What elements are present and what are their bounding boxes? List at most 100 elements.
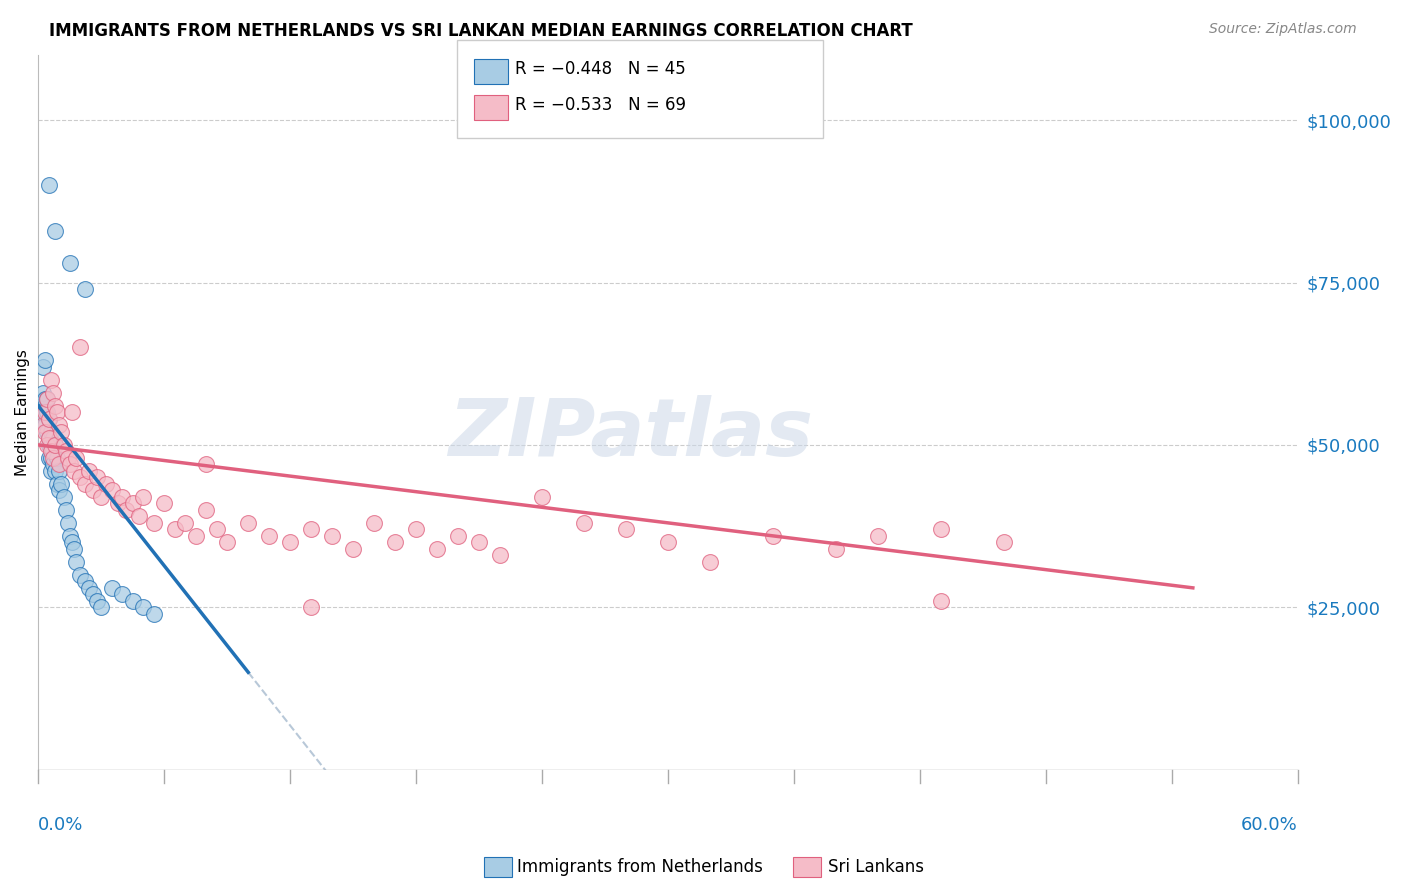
Point [31,359,53,374]
Text: 60.0%: 60.0% [1241,816,1298,834]
Point [657,535,679,549]
Point [39,464,62,478]
Text: R = −0.533   N = 69: R = −0.533 N = 69 [515,96,686,114]
Point [44,438,66,452]
Point [31,418,53,433]
Point [69,567,91,582]
Point [205,522,228,536]
Point [38,450,60,465]
Point [65,450,87,465]
Point [115,503,138,517]
Point [77,581,100,595]
Point [468,535,491,549]
Point [42,458,65,472]
Point [77,464,100,478]
Point [929,522,952,536]
Point [257,529,280,543]
Point [34,353,56,368]
Point [55,444,77,458]
Point [101,483,124,498]
Point [65,555,87,569]
Point [35,438,58,452]
Point [46,405,69,419]
Point [51,476,73,491]
Point [30,405,52,419]
Point [46,450,69,465]
Point [55,503,77,517]
Point [39,438,62,452]
Point [42,444,65,458]
Point [184,529,207,543]
Point [38,432,60,446]
Point [699,555,721,569]
Point [342,541,364,556]
Point [489,549,512,563]
Point [38,432,60,446]
Text: Source: ZipAtlas.com: Source: ZipAtlas.com [1209,22,1357,37]
Point [56,516,79,530]
Point [34,392,56,407]
Point [128,509,150,524]
Point [44,399,66,413]
Point [405,522,427,536]
Point [39,425,62,439]
Y-axis label: Median Earnings: Median Earnings [15,349,30,476]
Point [94,476,117,491]
Point [111,587,134,601]
Point [86,594,108,608]
Point [69,341,91,355]
Point [121,496,143,510]
Point [48,458,70,472]
Point [39,444,62,458]
Point [825,541,848,556]
Point [35,392,58,407]
Point [111,490,134,504]
Point [447,529,470,543]
Point [46,476,69,491]
Point [44,464,66,478]
Point [121,594,143,608]
Point [63,541,86,556]
Point [614,522,637,536]
Text: ZIPatlas: ZIPatlas [447,395,813,473]
Point [48,464,70,478]
Point [59,256,82,270]
Point [38,438,60,452]
Point [48,483,70,498]
Point [142,516,165,530]
Point [34,418,56,433]
Point [52,438,75,452]
Point [426,541,449,556]
Point [73,476,96,491]
Point [195,503,218,517]
Point [866,529,889,543]
Text: IMMIGRANTS FROM NETHERLANDS VS SRI LANKAN MEDIAN EARNINGS CORRELATION CHART: IMMIGRANTS FROM NETHERLANDS VS SRI LANKA… [49,22,912,40]
Point [82,587,104,601]
Point [52,490,75,504]
Point [174,516,197,530]
Point [73,282,96,296]
Point [299,522,322,536]
Point [59,529,82,543]
Point [762,529,785,543]
Point [60,405,83,419]
Point [90,600,112,615]
Point [993,535,1015,549]
Point [531,490,554,504]
Point [44,438,66,452]
Point [86,470,108,484]
Point [384,535,406,549]
Point [572,516,595,530]
Point [321,529,343,543]
Text: 0.0%: 0.0% [38,816,84,834]
Text: Immigrants from Netherlands: Immigrants from Netherlands [517,858,763,876]
Point [44,223,66,237]
Point [38,178,60,192]
Point [63,464,86,478]
Point [195,458,218,472]
Point [35,405,58,419]
Point [38,412,60,426]
Point [132,490,155,504]
Point [101,581,124,595]
Point [153,496,176,510]
